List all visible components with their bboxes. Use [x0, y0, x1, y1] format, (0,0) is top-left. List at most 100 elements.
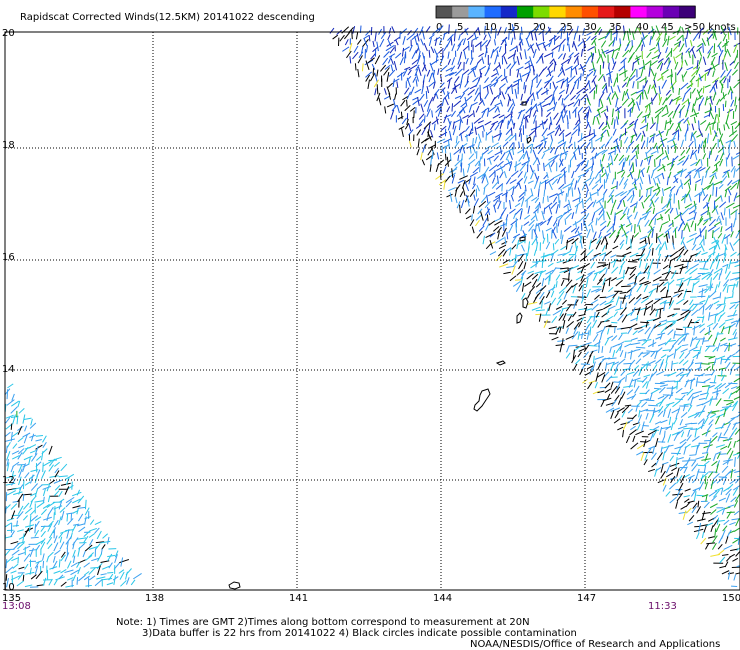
wind-barb — [530, 31, 534, 41]
wind-barb — [363, 34, 370, 40]
wind-barb — [58, 559, 61, 568]
wind-barb — [676, 448, 681, 456]
wind-barb — [606, 328, 610, 335]
wind-barb — [656, 123, 658, 131]
wind-barb — [576, 56, 579, 66]
wind-barb — [565, 132, 572, 137]
wind-barb — [475, 105, 480, 113]
wind-barb — [530, 98, 533, 106]
wind-barb — [22, 480, 25, 490]
wind-barb — [10, 431, 13, 442]
wind-barb — [656, 61, 663, 70]
wind-barb — [612, 259, 617, 268]
wind-barb — [402, 95, 409, 101]
wind-barb — [708, 490, 718, 497]
wind-barb — [731, 125, 734, 135]
wind-barb — [714, 315, 717, 324]
wind-barb — [595, 240, 602, 250]
wind-barb — [683, 300, 689, 306]
wind-barb — [660, 470, 666, 479]
wind-barb — [703, 416, 709, 425]
wind-barb — [720, 326, 725, 334]
wind-barb — [706, 542, 716, 545]
wind-barb — [548, 303, 552, 312]
wind-barb — [702, 153, 707, 160]
wind-barb — [733, 140, 736, 148]
wind-barb — [648, 404, 659, 407]
wind-barb — [709, 277, 712, 288]
wind-barb — [376, 84, 379, 95]
wind-barb — [717, 543, 723, 550]
wind-barb — [77, 513, 84, 522]
wind-barb — [444, 175, 451, 184]
wind-barb — [669, 207, 674, 214]
wind-barb — [581, 164, 588, 171]
wind-barb — [532, 109, 537, 117]
wind-barb — [34, 529, 40, 537]
wind-barb — [669, 163, 675, 171]
wind-barb — [667, 353, 674, 358]
wind-barb — [90, 566, 99, 569]
wind-barb — [726, 153, 731, 160]
wind-barb — [657, 410, 664, 417]
wind-barb — [418, 119, 425, 126]
wind-barb — [126, 577, 130, 585]
wind-barb — [692, 352, 701, 359]
wind-barb — [695, 250, 702, 257]
wind-barb — [661, 104, 667, 112]
wind-barb — [731, 402, 738, 412]
wind-barb — [491, 72, 498, 78]
wind-barb — [540, 179, 549, 185]
wind-barb — [53, 579, 58, 586]
wind-barb — [503, 271, 511, 275]
wind-barb — [616, 380, 622, 390]
wind-barb — [586, 354, 592, 365]
wind-barb — [584, 141, 591, 150]
wind-barb — [667, 266, 672, 275]
wind-barb — [578, 314, 585, 317]
wind-barb — [493, 64, 501, 72]
wind-barb — [732, 283, 736, 293]
wind-barb — [66, 541, 69, 550]
wind-barb — [605, 375, 613, 382]
wind-barb — [616, 169, 625, 174]
wind-barb — [378, 97, 382, 106]
island-tinian — [516, 312, 523, 324]
wind-barbs — [4, 23, 740, 588]
island-pagan — [526, 136, 532, 144]
wind-barb — [643, 459, 648, 466]
wind-barb — [667, 110, 674, 118]
wind-barb — [684, 193, 686, 204]
wind-barb — [505, 113, 512, 119]
wind-barb — [651, 228, 654, 238]
wind-barb — [462, 45, 469, 52]
wind-barb — [598, 273, 606, 282]
wind-barb — [735, 166, 740, 172]
wind-barb — [650, 370, 658, 378]
wind-barb — [696, 532, 700, 540]
wind-barb — [598, 267, 607, 275]
wind-barb — [664, 241, 668, 251]
wind-barb — [716, 355, 726, 360]
wind-barb — [406, 118, 409, 126]
wind-barb — [391, 104, 398, 112]
wind-barb — [508, 185, 515, 192]
wind-barb — [708, 419, 714, 425]
wind-barb — [694, 191, 702, 198]
wind-barb — [610, 185, 618, 190]
wind-barb — [29, 509, 36, 516]
wind-barb — [506, 63, 512, 70]
legend-swatch — [436, 6, 453, 18]
wind-barb — [701, 187, 706, 197]
wind-barb — [447, 91, 450, 100]
wind-barb — [636, 307, 641, 316]
wind-barb — [718, 519, 725, 522]
wind-barb — [691, 123, 695, 131]
wind-barb — [633, 232, 640, 238]
wind-barb — [628, 140, 635, 147]
wind-barb — [58, 475, 68, 478]
wind-barb — [736, 439, 740, 443]
wind-barb — [35, 435, 43, 437]
wind-barb — [555, 214, 563, 219]
wind-barb — [635, 150, 638, 159]
